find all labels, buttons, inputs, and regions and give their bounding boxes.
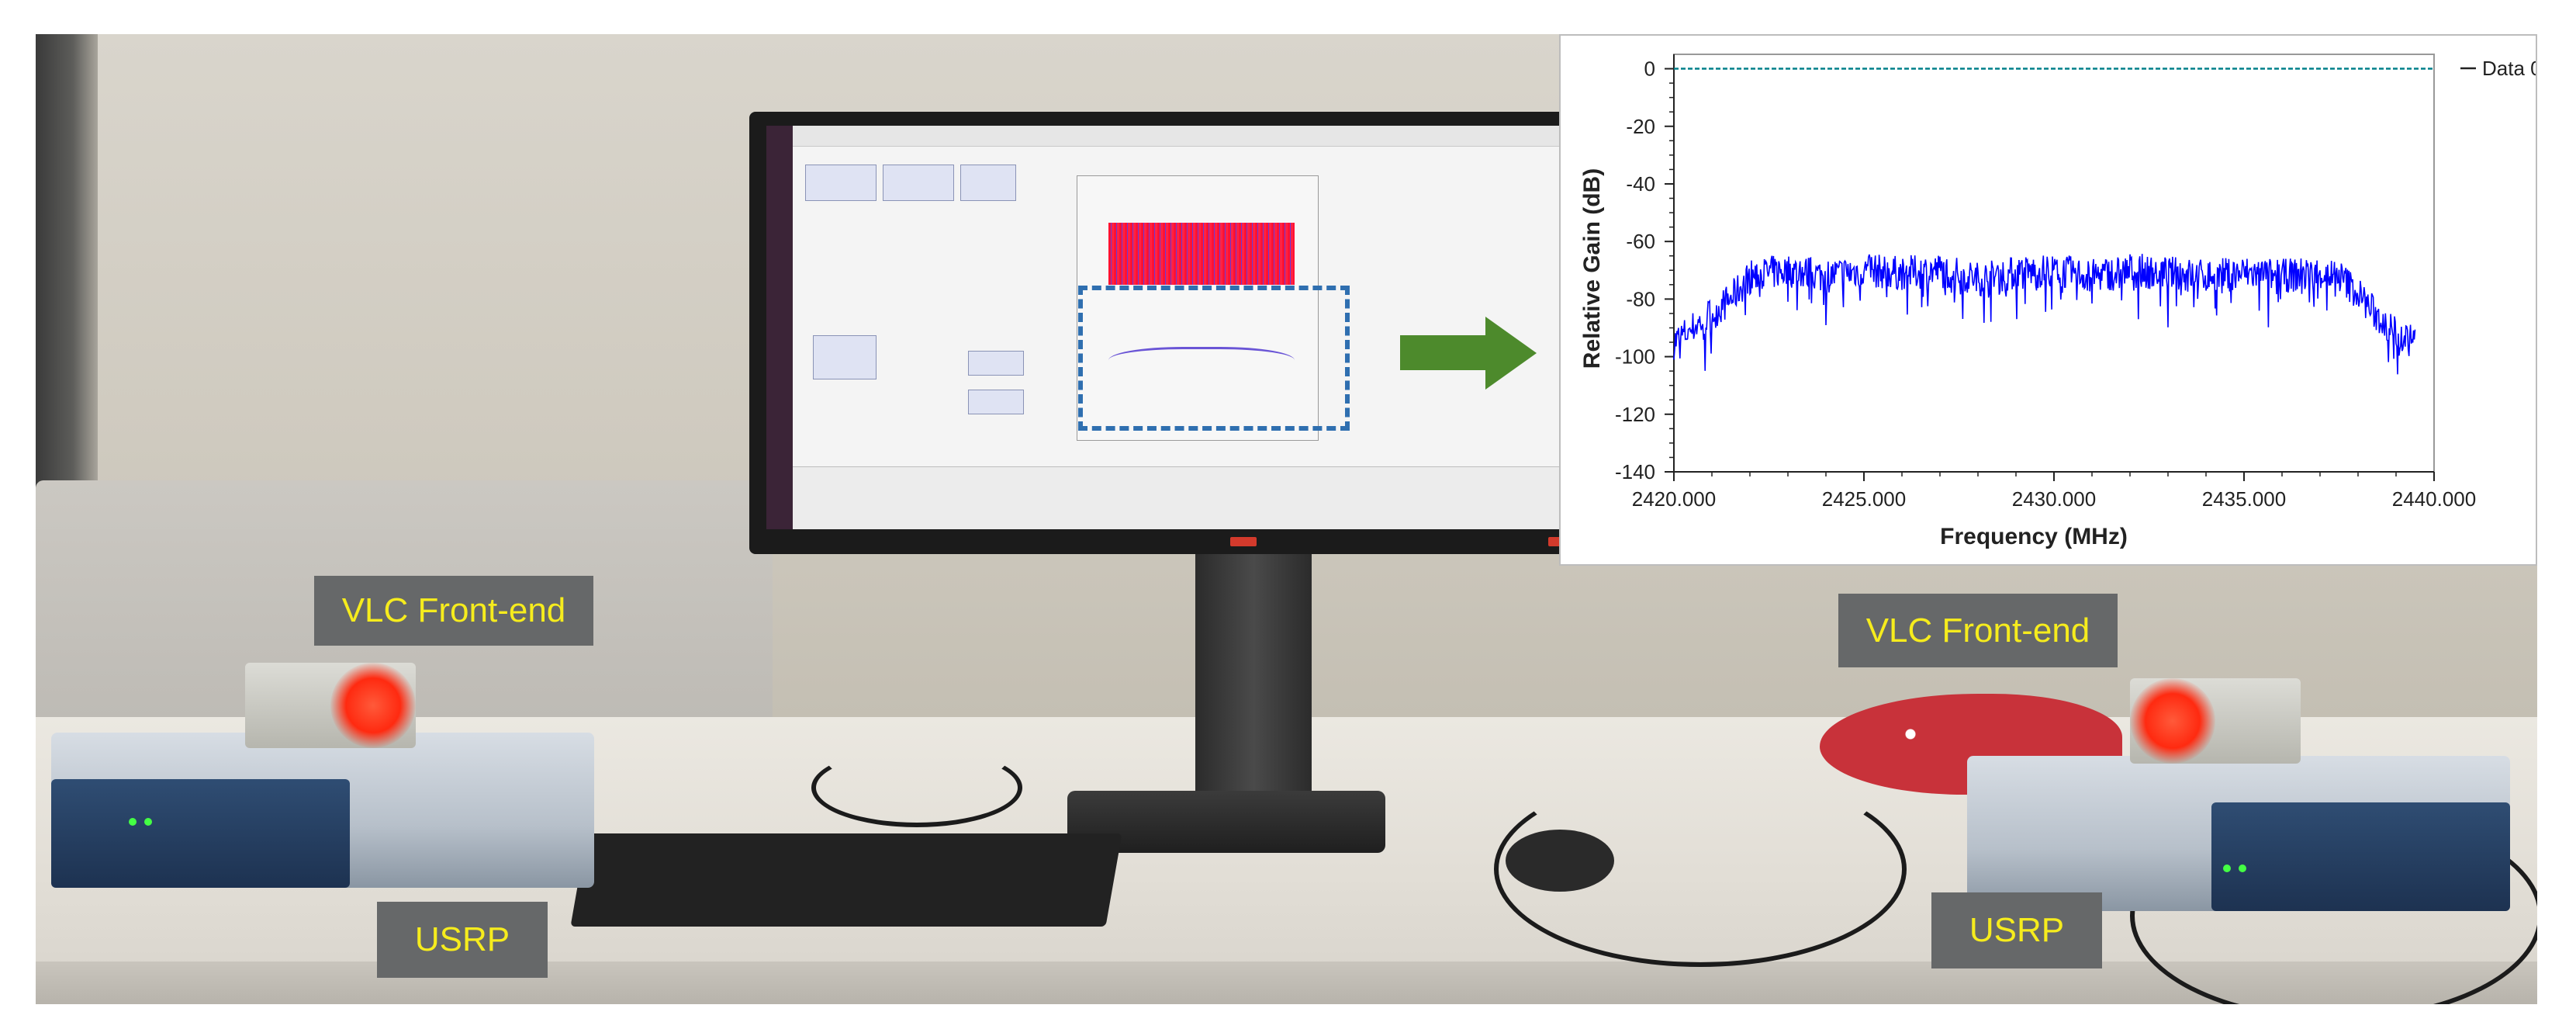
arrow-icon-body [1400, 335, 1489, 370]
vlc-front-end-right [2130, 678, 2301, 764]
x-axis-label: Frequency (MHz) [1940, 524, 2128, 549]
led-glow [2130, 678, 2215, 764]
flowgraph-block [960, 165, 1016, 201]
status-led [129, 818, 137, 826]
flowgraph-block [968, 351, 1024, 376]
vlc-front-end-left [245, 663, 416, 748]
flowgraph-block [968, 390, 1024, 414]
y-tick-label: -20 [1626, 115, 1655, 138]
flowgraph-block [883, 165, 954, 201]
cable [1494, 771, 1907, 967]
arrow-icon [1485, 317, 1537, 390]
label-usrp-right: USRP [1931, 892, 2102, 968]
label-vlc-front-end-left: VLC Front-end [314, 576, 593, 646]
y-tick-label: -80 [1626, 287, 1655, 310]
legend-series-name: Data 0 [2482, 57, 2536, 80]
monitor-logo-left [1230, 537, 1257, 546]
label-vlc-front-end-right: VLC Front-end [1838, 594, 2118, 667]
y-tick-label: -60 [1626, 230, 1655, 253]
x-tick-label: 2430.000 [2012, 487, 2096, 511]
y-tick-label: -40 [1626, 172, 1655, 196]
keyboard [570, 833, 1122, 927]
y-tick-label: -100 [1615, 345, 1655, 369]
mouse [1506, 830, 1614, 892]
flowgraph-block [813, 335, 877, 379]
label-usrp-left: USRP [377, 902, 548, 978]
status-led [2239, 864, 2246, 872]
x-tick-label: 2435.000 [2202, 487, 2286, 511]
cable [811, 748, 1022, 827]
os-sidebar [766, 126, 793, 529]
x-tick-label: 2425.000 [1822, 487, 1906, 511]
y-tick-label: 0 [1644, 57, 1655, 81]
usrp-front-panel [2211, 802, 2510, 911]
monitor-stand [1195, 554, 1312, 826]
usrp-front-panel [51, 779, 350, 888]
spectrum-trace [1673, 254, 2416, 375]
status-led [144, 818, 152, 826]
x-tick-label: 2420.000 [1632, 487, 1716, 511]
usrp-device-right [1967, 756, 2510, 911]
qt-gui-sink-window [1077, 175, 1319, 441]
frequency-domain-trace [1108, 347, 1295, 380]
y-axis-label: Relative Gain (dB) [1579, 168, 1605, 369]
flowgraph-block [805, 165, 877, 201]
spectrum-chart-inset: 0 -20 -40 -60 -80 -100 -120 -140 2420.000 2425.00… [1559, 34, 2537, 566]
led-glow [330, 663, 416, 748]
y-tick-label: -120 [1615, 403, 1655, 426]
usrp-device-left [51, 733, 594, 888]
x-tick-label: 2440.000 [2392, 487, 2476, 511]
status-led [2223, 864, 2231, 872]
y-tick-label: -140 [1615, 460, 1655, 483]
spectrum-chart: 0 -20 -40 -60 -80 -100 -120 -140 2420.000 2425.00… [1579, 54, 2536, 549]
spectrum-highlight-box [1078, 286, 1350, 431]
time-domain-trace [1108, 223, 1295, 285]
